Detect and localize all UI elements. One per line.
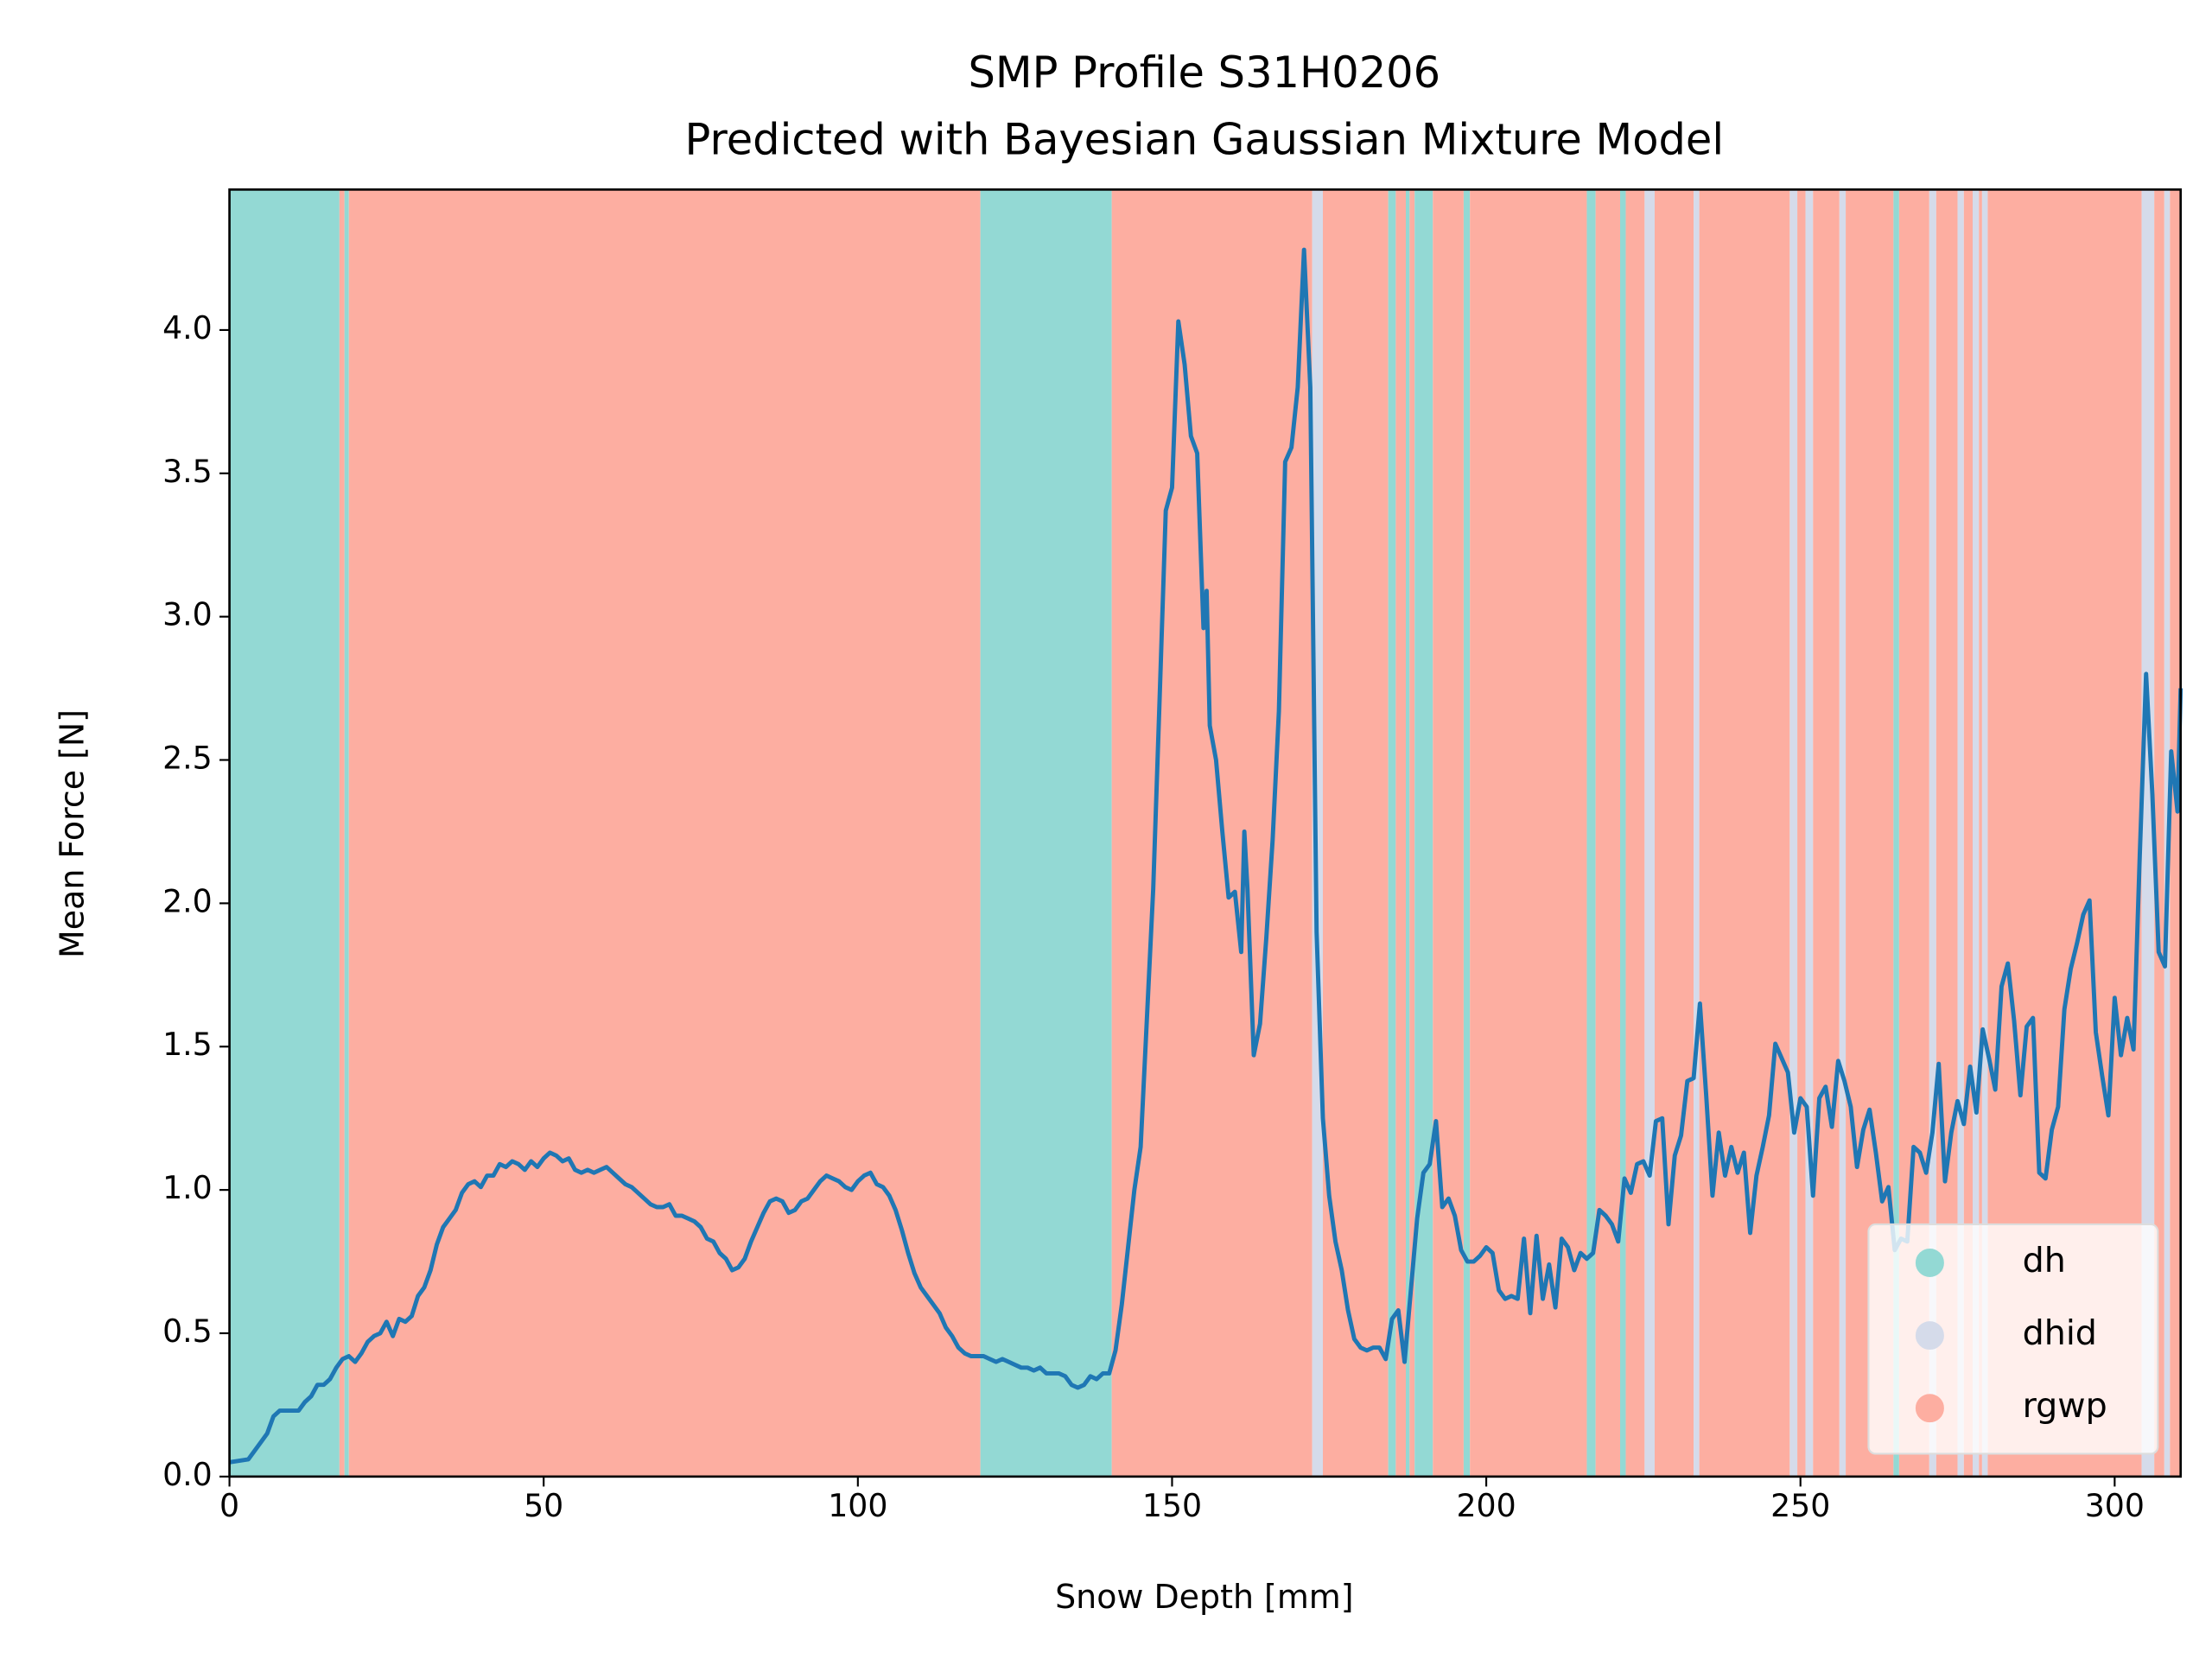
class-span [1957,189,1964,1477]
class-spans [229,189,2181,1477]
legend-marker [1915,1248,1944,1277]
class-span [1789,189,1798,1477]
class-span [1699,189,1790,1477]
class-span [1963,189,1973,1477]
class-span [1111,189,1313,1477]
class-span [2141,189,2155,1477]
class-span [1323,189,1389,1477]
class-span [2154,189,2164,1477]
class-span [1409,189,1415,1477]
class-span [1797,189,1806,1477]
y-tick-label: 3.5 [162,453,213,490]
x-tick-label: 200 [1456,1487,1516,1524]
class-span [1839,189,1847,1477]
y-axis-label: Mean Force [N] [53,709,91,958]
class-span [1972,189,1980,1477]
legend: dh dhid rgwp [1867,1223,2159,1455]
class-span [1388,189,1396,1477]
y-tick-label: 2.0 [162,882,213,919]
legend-label: dh [2023,1241,2066,1281]
y-tick-label: 1.0 [162,1169,213,1206]
x-tick-label: 50 [524,1487,563,1524]
y-tick-label: 3.0 [162,596,213,633]
y-tick-label: 2.5 [162,740,213,777]
x-tick-label: 250 [1770,1487,1830,1524]
class-span [1470,189,1587,1477]
class-span [348,189,981,1477]
class-span [229,189,340,1477]
y-tick-label: 1.5 [162,1026,213,1063]
class-span [344,189,349,1477]
class-span [1433,189,1464,1477]
chart-subtitle: Predicted with Bayesian Gaussian Mixture… [685,114,1725,164]
y-tick-label: 0.5 [162,1313,213,1350]
force-line [229,247,2183,1465]
class-span [1979,189,1982,1477]
x-axis-label: Snow Depth [mm] [1055,1578,1353,1616]
legend-box [1867,1223,2159,1455]
class-span [2170,189,2181,1477]
class-span [339,189,345,1477]
class-span [1929,189,1936,1477]
class-span [1586,189,1596,1477]
x-tick-label: 100 [828,1487,887,1524]
class-span [1654,189,1694,1477]
plot-area [229,247,2183,1465]
x-tick-label: 150 [1142,1487,1202,1524]
chart-title: SMP Profile S31H0206 [969,48,1441,98]
class-span [1805,189,1814,1477]
x-tick-label: 300 [2085,1487,2145,1524]
legend-label: rgwp [2023,1386,2107,1426]
legend-marker [1915,1321,1944,1351]
x-tick-label: 0 [219,1487,239,1524]
legend-marker [1915,1394,1944,1423]
class-span [980,189,1112,1477]
class-span [1625,189,1645,1477]
class-span [1414,189,1433,1477]
y-tick-label: 0.0 [162,1456,213,1493]
class-span [1395,189,1406,1477]
class-span [1463,189,1471,1477]
legend-label: dhid [2023,1313,2097,1353]
class-span [1619,189,1626,1477]
class-span [1694,189,1700,1477]
class-span [1595,189,1620,1477]
class-span [1981,189,1988,1477]
axes-frame [228,188,2183,1478]
class-span [1644,189,1655,1477]
class-span [1813,189,1840,1477]
class-span [1405,189,1410,1477]
class-span [1893,189,1899,1477]
y-tick-label: 4.0 [162,309,213,346]
